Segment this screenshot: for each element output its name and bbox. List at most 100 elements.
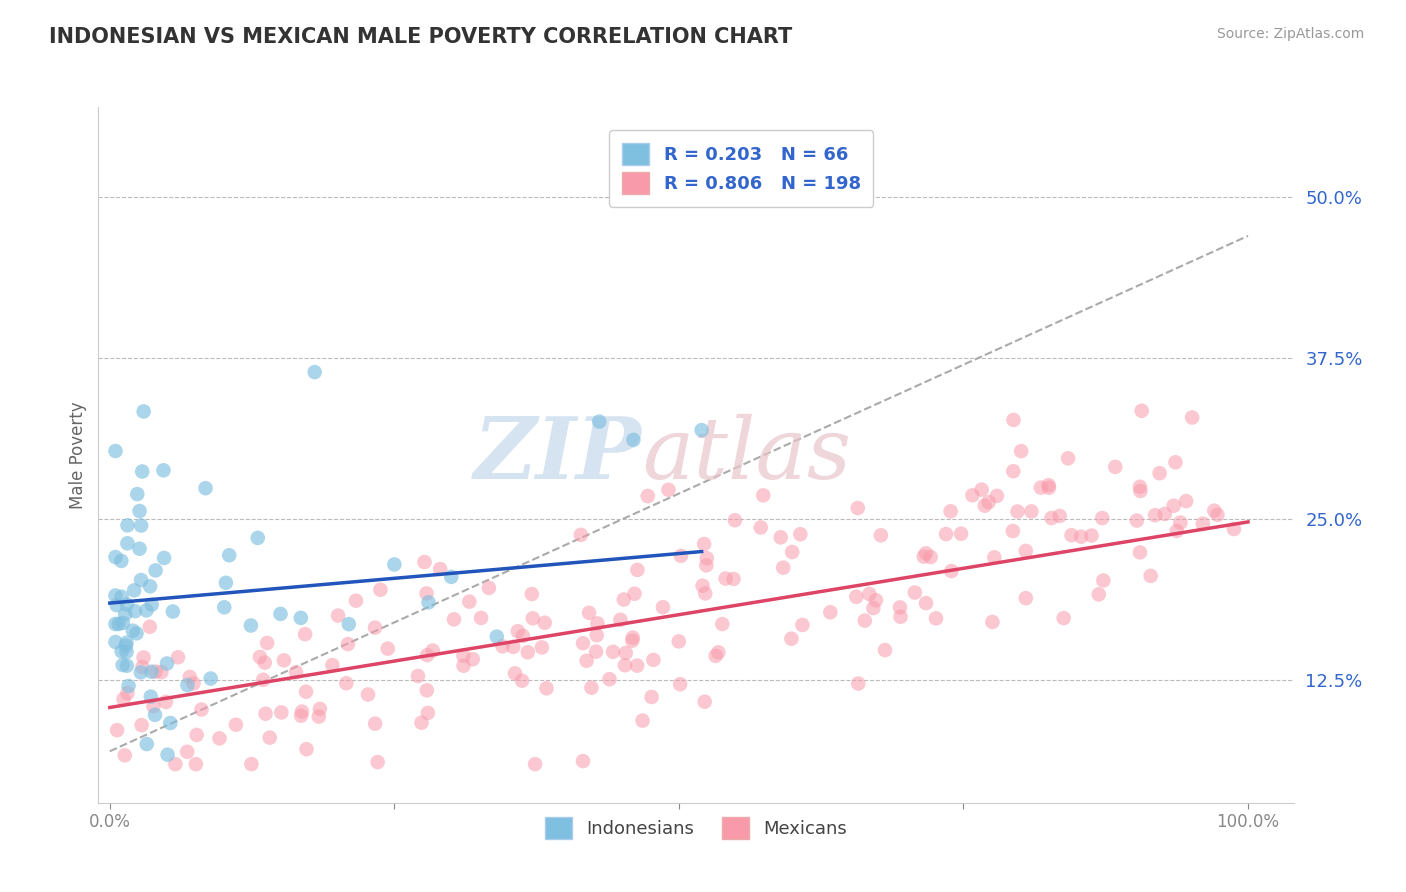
Point	[285, 665, 308, 680]
Point	[111, 658, 134, 673]
Point	[657, 483, 679, 497]
Point	[370, 582, 392, 597]
Point	[364, 621, 387, 635]
Text: atlas: atlas	[643, 414, 851, 496]
Point	[218, 548, 240, 562]
Point	[820, 605, 842, 619]
Point	[1206, 508, 1229, 522]
Point	[1129, 480, 1152, 494]
Point	[609, 613, 631, 627]
Point	[105, 723, 128, 738]
Point	[578, 606, 600, 620]
Point	[115, 645, 138, 659]
Legend: Indonesians, Mexicans: Indonesians, Mexicans	[538, 809, 853, 846]
Point	[846, 501, 869, 516]
Point	[131, 465, 153, 479]
Point	[141, 665, 163, 679]
Point	[117, 518, 139, 533]
Point	[669, 549, 692, 563]
Point	[105, 598, 128, 612]
Point	[270, 706, 292, 720]
Point	[416, 648, 439, 662]
Point	[1070, 530, 1092, 544]
Point	[640, 690, 662, 704]
Point	[104, 550, 127, 565]
Point	[858, 587, 880, 601]
Point	[212, 600, 235, 615]
Point	[129, 518, 152, 533]
Point	[117, 686, 139, 700]
Point	[129, 573, 152, 587]
Point	[1204, 503, 1226, 517]
Point	[443, 612, 465, 626]
Point	[613, 658, 636, 673]
Point	[294, 627, 316, 641]
Point	[129, 665, 152, 680]
Point	[1040, 511, 1063, 525]
Point	[125, 626, 148, 640]
Point	[904, 585, 927, 599]
Point	[1080, 528, 1102, 542]
Point	[981, 615, 1004, 629]
Point	[643, 653, 665, 667]
Point	[104, 444, 127, 458]
Point	[575, 654, 598, 668]
Point	[273, 653, 295, 667]
Point	[503, 666, 526, 681]
Point	[1191, 516, 1213, 531]
Point	[696, 551, 718, 566]
Point	[335, 676, 357, 690]
Point	[939, 504, 962, 518]
Point	[117, 679, 139, 693]
Point	[135, 737, 157, 751]
Point	[1181, 410, 1204, 425]
Point	[143, 707, 166, 722]
Point	[623, 587, 645, 601]
Point	[1049, 508, 1071, 523]
Point	[415, 586, 437, 600]
Text: Source: ZipAtlas.com: Source: ZipAtlas.com	[1216, 27, 1364, 41]
Point	[1057, 451, 1080, 466]
Point	[792, 618, 814, 632]
Point	[321, 658, 343, 673]
Point	[461, 652, 484, 666]
Point	[1153, 507, 1175, 521]
Point	[208, 731, 231, 746]
Point	[889, 609, 911, 624]
Point	[367, 755, 389, 769]
Point	[1164, 455, 1187, 469]
Point	[572, 754, 595, 768]
Point	[124, 604, 146, 618]
Point	[977, 495, 1000, 509]
Point	[586, 616, 609, 631]
Point	[925, 611, 948, 625]
Point	[194, 481, 217, 495]
Point	[780, 632, 803, 646]
Point	[865, 593, 887, 607]
Point	[411, 715, 433, 730]
Point	[470, 611, 492, 625]
Point	[128, 541, 150, 556]
Point	[1001, 524, 1024, 538]
Point	[254, 706, 277, 721]
Point	[1038, 478, 1060, 492]
Point	[581, 681, 603, 695]
Point	[179, 670, 201, 684]
Point	[131, 718, 153, 732]
Point	[252, 673, 274, 687]
Point	[382, 558, 405, 572]
Point	[845, 590, 868, 604]
Point	[104, 617, 127, 632]
Point	[1129, 483, 1152, 498]
Point	[110, 554, 132, 568]
Point	[406, 669, 429, 683]
Point	[1038, 481, 1060, 495]
Point	[1092, 574, 1115, 588]
Point	[769, 530, 792, 544]
Point	[110, 590, 132, 604]
Point	[336, 637, 359, 651]
Point	[111, 615, 134, 630]
Point	[621, 633, 644, 648]
Point	[156, 657, 179, 671]
Point	[337, 617, 360, 632]
